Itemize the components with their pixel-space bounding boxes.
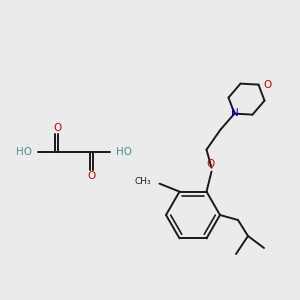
- Text: O: O: [263, 80, 272, 90]
- Text: HO: HO: [116, 147, 132, 157]
- Text: HO: HO: [16, 147, 32, 157]
- Text: N: N: [231, 108, 239, 118]
- Text: O: O: [87, 171, 95, 181]
- Text: O: O: [53, 123, 61, 133]
- Text: CH₃: CH₃: [135, 177, 152, 186]
- Text: O: O: [206, 159, 214, 169]
